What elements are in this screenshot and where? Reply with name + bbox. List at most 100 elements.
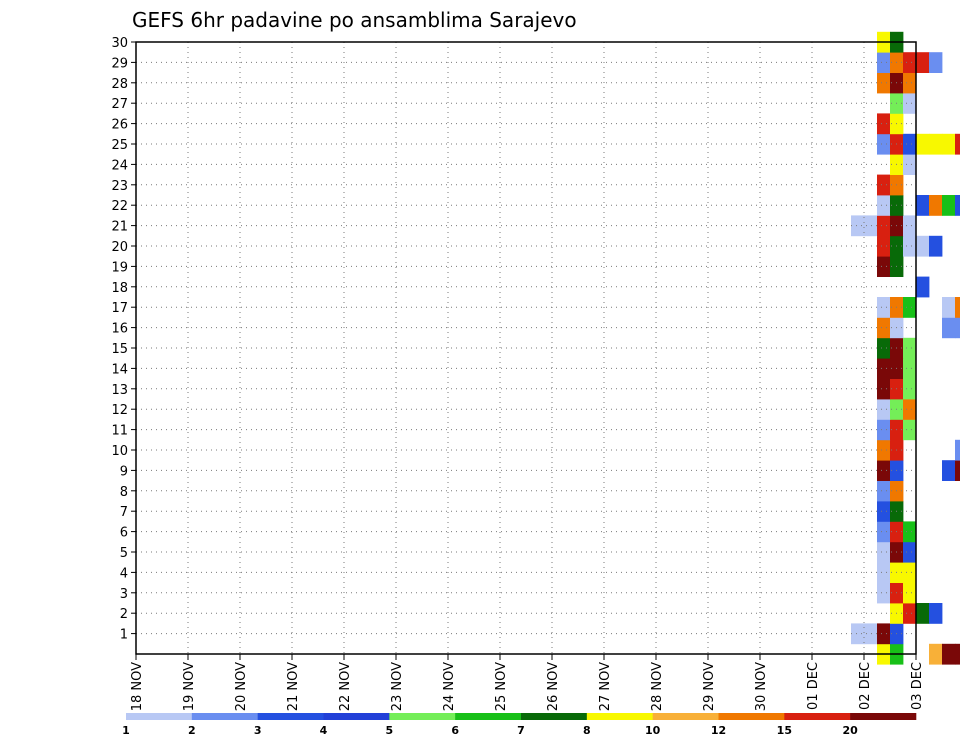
heatmap-cell xyxy=(903,603,917,624)
colorbar-label: 6 xyxy=(451,724,459,737)
colorbar-label: 7 xyxy=(517,724,525,737)
colorbar-label: 20 xyxy=(843,724,859,737)
heatmap-cell xyxy=(903,52,917,73)
heatmap-cell xyxy=(903,93,917,114)
heatmap-cell xyxy=(916,276,930,298)
heatmap-cell xyxy=(877,439,891,461)
x-tick-label: 18 NOV xyxy=(130,662,145,711)
colorbar-swatch xyxy=(586,713,653,720)
heatmap-cell xyxy=(916,133,930,155)
y-tick-label: 13 xyxy=(111,383,128,398)
heatmap-cell xyxy=(877,174,891,196)
heatmap-cell xyxy=(877,195,891,216)
colorbar-label: 15 xyxy=(777,724,792,737)
heatmap-cell xyxy=(877,480,891,502)
x-tick-label: 26 NOV xyxy=(546,662,561,711)
heatmap-cell xyxy=(877,297,891,318)
colorbar-label: 4 xyxy=(320,724,328,737)
colorbar-swatch xyxy=(389,713,456,720)
y-tick-label: 3 xyxy=(120,587,128,602)
y-tick-label: 23 xyxy=(111,179,128,194)
heatmap-cell xyxy=(955,195,960,216)
y-tick-label: 22 xyxy=(111,199,128,214)
x-tick-label: 03 DEC xyxy=(910,662,925,710)
heatmap-cell xyxy=(929,235,943,257)
heatmap-cell xyxy=(903,154,917,175)
colorbar-swatch xyxy=(455,713,522,720)
y-tick-label: 30 xyxy=(111,36,128,51)
heatmap-cell xyxy=(942,460,956,481)
heatmap-cell xyxy=(877,378,891,400)
y-tick-label: 24 xyxy=(111,158,128,173)
heatmap-cell xyxy=(877,235,891,257)
y-axis: 1234567891011121314151617181920212223242… xyxy=(111,36,136,643)
x-tick-label: 28 NOV xyxy=(650,662,665,711)
heatmap-cell xyxy=(916,52,930,73)
heatmap-cell xyxy=(864,623,878,645)
heatmap-cell xyxy=(929,133,943,155)
heatmap-cell xyxy=(955,460,960,481)
x-tick-label: 22 NOV xyxy=(338,662,353,711)
heatmap-cell xyxy=(877,419,891,441)
heatmap-cell xyxy=(929,52,943,73)
heatmap-cell xyxy=(877,582,891,604)
colorbar-swatch xyxy=(521,713,588,720)
colorbar-swatch xyxy=(323,713,390,720)
heatmap-cell xyxy=(955,133,960,155)
x-tick-label: 02 DEC xyxy=(858,662,873,710)
grid-lines xyxy=(135,41,917,654)
heatmap-cell xyxy=(877,541,891,563)
x-tick-label: 29 NOV xyxy=(702,662,717,711)
colorbar-swatch xyxy=(191,713,258,720)
y-tick-label: 18 xyxy=(111,281,128,296)
x-tick-label: 30 NOV xyxy=(754,662,769,711)
heatmap-cell xyxy=(929,603,943,624)
y-tick-label: 29 xyxy=(111,56,128,71)
heatmap-cell xyxy=(903,541,917,563)
heatmap-cell xyxy=(877,52,891,73)
heatmap-cell xyxy=(955,643,960,665)
heatmap-cell xyxy=(851,215,865,237)
heatmap-cell xyxy=(877,501,891,522)
heatmap-cell xyxy=(877,460,891,481)
colorbar-swatch xyxy=(784,713,851,720)
y-tick-label: 26 xyxy=(111,118,128,133)
heatmap-cell xyxy=(903,72,917,94)
heatmap-cell xyxy=(877,215,891,237)
y-tick-label: 6 xyxy=(120,526,128,541)
heatmap-cell xyxy=(877,623,891,645)
colorbar: 1 2 3 4 5 6 7 8 10 12 15 20 xyxy=(122,713,917,737)
x-tick-label: 19 NOV xyxy=(182,662,197,711)
heatmap-cell xyxy=(877,337,891,359)
heatmap-cell xyxy=(877,562,891,583)
heatmap-cell xyxy=(955,317,960,339)
y-tick-label: 4 xyxy=(120,566,128,581)
heatmap-cell xyxy=(877,113,891,135)
heatmap-cell xyxy=(877,133,891,155)
y-tick-label: 10 xyxy=(111,444,128,459)
heatmap-cell xyxy=(929,643,943,665)
heatmap-cell xyxy=(877,521,891,543)
colorbar-swatch xyxy=(126,713,193,720)
y-tick-label: 15 xyxy=(111,342,128,357)
y-tick-label: 14 xyxy=(111,362,128,377)
heatmap-cell xyxy=(864,215,878,237)
y-tick-label: 25 xyxy=(111,138,128,153)
heatmap-cell xyxy=(877,358,891,379)
heatmap-cell xyxy=(916,235,930,257)
colorbar-label: 8 xyxy=(583,724,591,737)
y-tick-label: 11 xyxy=(111,424,128,439)
heatmap-cell xyxy=(942,643,956,665)
y-tick-label: 16 xyxy=(111,322,128,337)
heatmap-cell xyxy=(942,317,956,339)
heatmap-cell xyxy=(903,562,917,583)
heatmap-cell xyxy=(877,72,891,94)
heatmap-cell xyxy=(916,195,930,216)
heatmap-cell xyxy=(851,623,865,645)
x-tick-label: 21 NOV xyxy=(286,662,301,711)
colorbar-swatch xyxy=(652,713,719,720)
y-tick-label: 12 xyxy=(111,403,128,418)
x-tick-label: 24 NOV xyxy=(442,662,457,711)
heatmap-cell xyxy=(877,256,891,277)
